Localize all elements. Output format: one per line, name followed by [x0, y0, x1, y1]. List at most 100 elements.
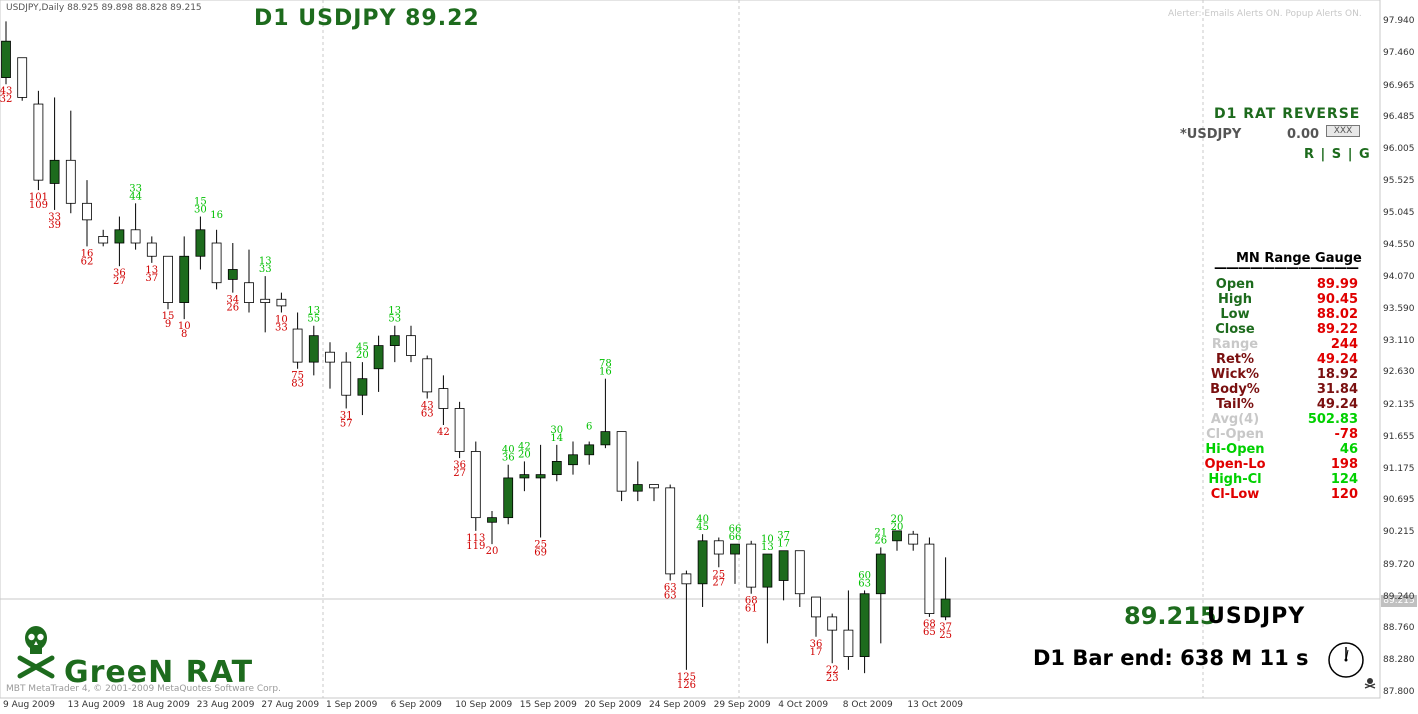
candle-label: 25	[712, 569, 725, 580]
candle-label: 68	[923, 619, 936, 630]
candle-body	[422, 358, 433, 393]
candle-label: 39	[48, 220, 61, 231]
candle-label: 36	[502, 453, 515, 464]
candle-label: 68	[745, 596, 758, 607]
price-tick-label: 90.215	[1383, 527, 1415, 538]
gauge-value: 124	[1330, 472, 1358, 487]
candle-label: 26	[874, 535, 887, 546]
rat-reverse-title: D1 RAT REVERSE	[1214, 106, 1361, 122]
candle-label: 8	[181, 329, 187, 340]
gauge-label: Ret%	[1215, 352, 1255, 367]
gauge-value: 502.83	[1307, 412, 1358, 427]
candle-body	[924, 543, 935, 614]
candle-body	[713, 540, 724, 555]
candle-body	[794, 550, 805, 595]
alerts-status: Alerter: Emails Alerts ON. Popup Alerts …	[1168, 9, 1362, 19]
candle-body	[1, 40, 11, 78]
candle-label: 16	[599, 367, 612, 378]
candle-body	[130, 229, 141, 244]
gauge-label: Low	[1220, 307, 1250, 322]
candle-label: 25	[534, 539, 547, 550]
candle-body	[244, 282, 254, 303]
candle-body	[179, 255, 190, 303]
price-tick-label: 88.280	[1383, 655, 1415, 666]
gauge-label: High	[1218, 292, 1252, 307]
rsg-buttons[interactable]: R | S | G	[1304, 147, 1371, 162]
candle-label: 33	[48, 212, 61, 223]
candle-body	[276, 298, 287, 307]
candle-body	[730, 543, 740, 555]
date-tick-label: 24 Sep 2009	[649, 700, 707, 710]
date-tick-label: 9 Aug 2009	[3, 700, 55, 710]
candle-label: 57	[340, 418, 353, 429]
rat-box-button[interactable]: XXX	[1326, 125, 1360, 137]
candle-label: 42	[518, 441, 531, 452]
candle-body	[114, 229, 125, 244]
symbol-readout: USDJPY	[1207, 604, 1306, 629]
candle-label: 27	[113, 276, 126, 287]
candle-label: 13	[259, 256, 272, 267]
gauge-label: Range	[1211, 337, 1259, 352]
price-tick-label: 89.240	[1383, 591, 1415, 602]
candle-body	[82, 202, 92, 221]
candle-label: 60	[858, 570, 871, 581]
candle-label: 27	[712, 577, 725, 588]
candle-label: 45	[356, 342, 369, 353]
candle-label: 16	[210, 210, 223, 221]
candle-label: 65	[923, 627, 936, 638]
candle-body	[616, 431, 627, 492]
candle-label: 17	[777, 539, 790, 550]
candle-label: 20	[356, 350, 369, 361]
candle-label: 32	[0, 94, 12, 105]
candle-body	[49, 159, 60, 184]
candle-body	[373, 345, 384, 370]
range-gauge-divider: ————————————	[1214, 261, 1359, 276]
price-tick-label: 92.630	[1383, 367, 1415, 378]
candle-label: 63	[858, 578, 871, 589]
price-tick-label: 97.940	[1383, 16, 1415, 26]
gauge-value: 198	[1330, 457, 1358, 472]
candle-label: 30	[194, 205, 207, 216]
gauge-value: 89.22	[1316, 322, 1358, 337]
price-tick-label: 94.550	[1383, 240, 1415, 251]
date-tick-label: 23 Aug 2009	[196, 700, 255, 710]
date-tick-label: 18 Aug 2009	[132, 700, 190, 710]
skull-crossbones-icon	[17, 626, 55, 679]
gauge-value: 244	[1330, 337, 1358, 352]
gauge-value: -78	[1334, 427, 1359, 442]
candle-body	[357, 378, 368, 396]
gauge-label: Tail%	[1216, 397, 1254, 412]
date-tick-label: 8 Oct 2009	[842, 700, 893, 710]
candle-label: 113	[466, 533, 485, 544]
small-skull-icon	[1364, 678, 1376, 689]
candle-body	[632, 484, 643, 492]
gauge-label: Body%	[1210, 382, 1260, 397]
candle-label: 30	[550, 425, 563, 436]
candle-body	[892, 530, 902, 542]
candle-body	[163, 255, 173, 303]
gauge-value: 120	[1330, 487, 1358, 502]
candle-label: 40	[502, 445, 515, 456]
candle-body	[341, 361, 352, 396]
candle-label: 20	[891, 514, 904, 525]
price-tick-label: 96.485	[1383, 112, 1415, 123]
candle-label: 10	[275, 315, 288, 326]
copyright-text: MBT MetaTrader 4, © 2001-2009 MetaQuotes…	[6, 684, 281, 694]
gauge-label: Cl-Open	[1206, 427, 1264, 442]
date-tick-label: 1 Sep 2009	[326, 700, 378, 710]
candle-label: 21	[874, 527, 887, 538]
candle-label: 31	[340, 410, 353, 421]
candle-body	[292, 328, 303, 363]
candle-body	[908, 533, 919, 545]
candle-label: 78	[599, 359, 612, 370]
candle-label: 45	[696, 522, 709, 533]
candle-label: 10	[761, 534, 774, 545]
price-tick-label: 87.800	[1383, 687, 1415, 697]
candle-label: 37	[145, 273, 158, 284]
candle-label: 9	[165, 319, 171, 330]
gauge-value: 88.02	[1316, 307, 1358, 322]
candle-body	[875, 553, 886, 595]
bar-end-timer: D1 Bar end: 638 M 11 s	[1033, 646, 1309, 670]
candle-label: 10	[178, 321, 191, 332]
